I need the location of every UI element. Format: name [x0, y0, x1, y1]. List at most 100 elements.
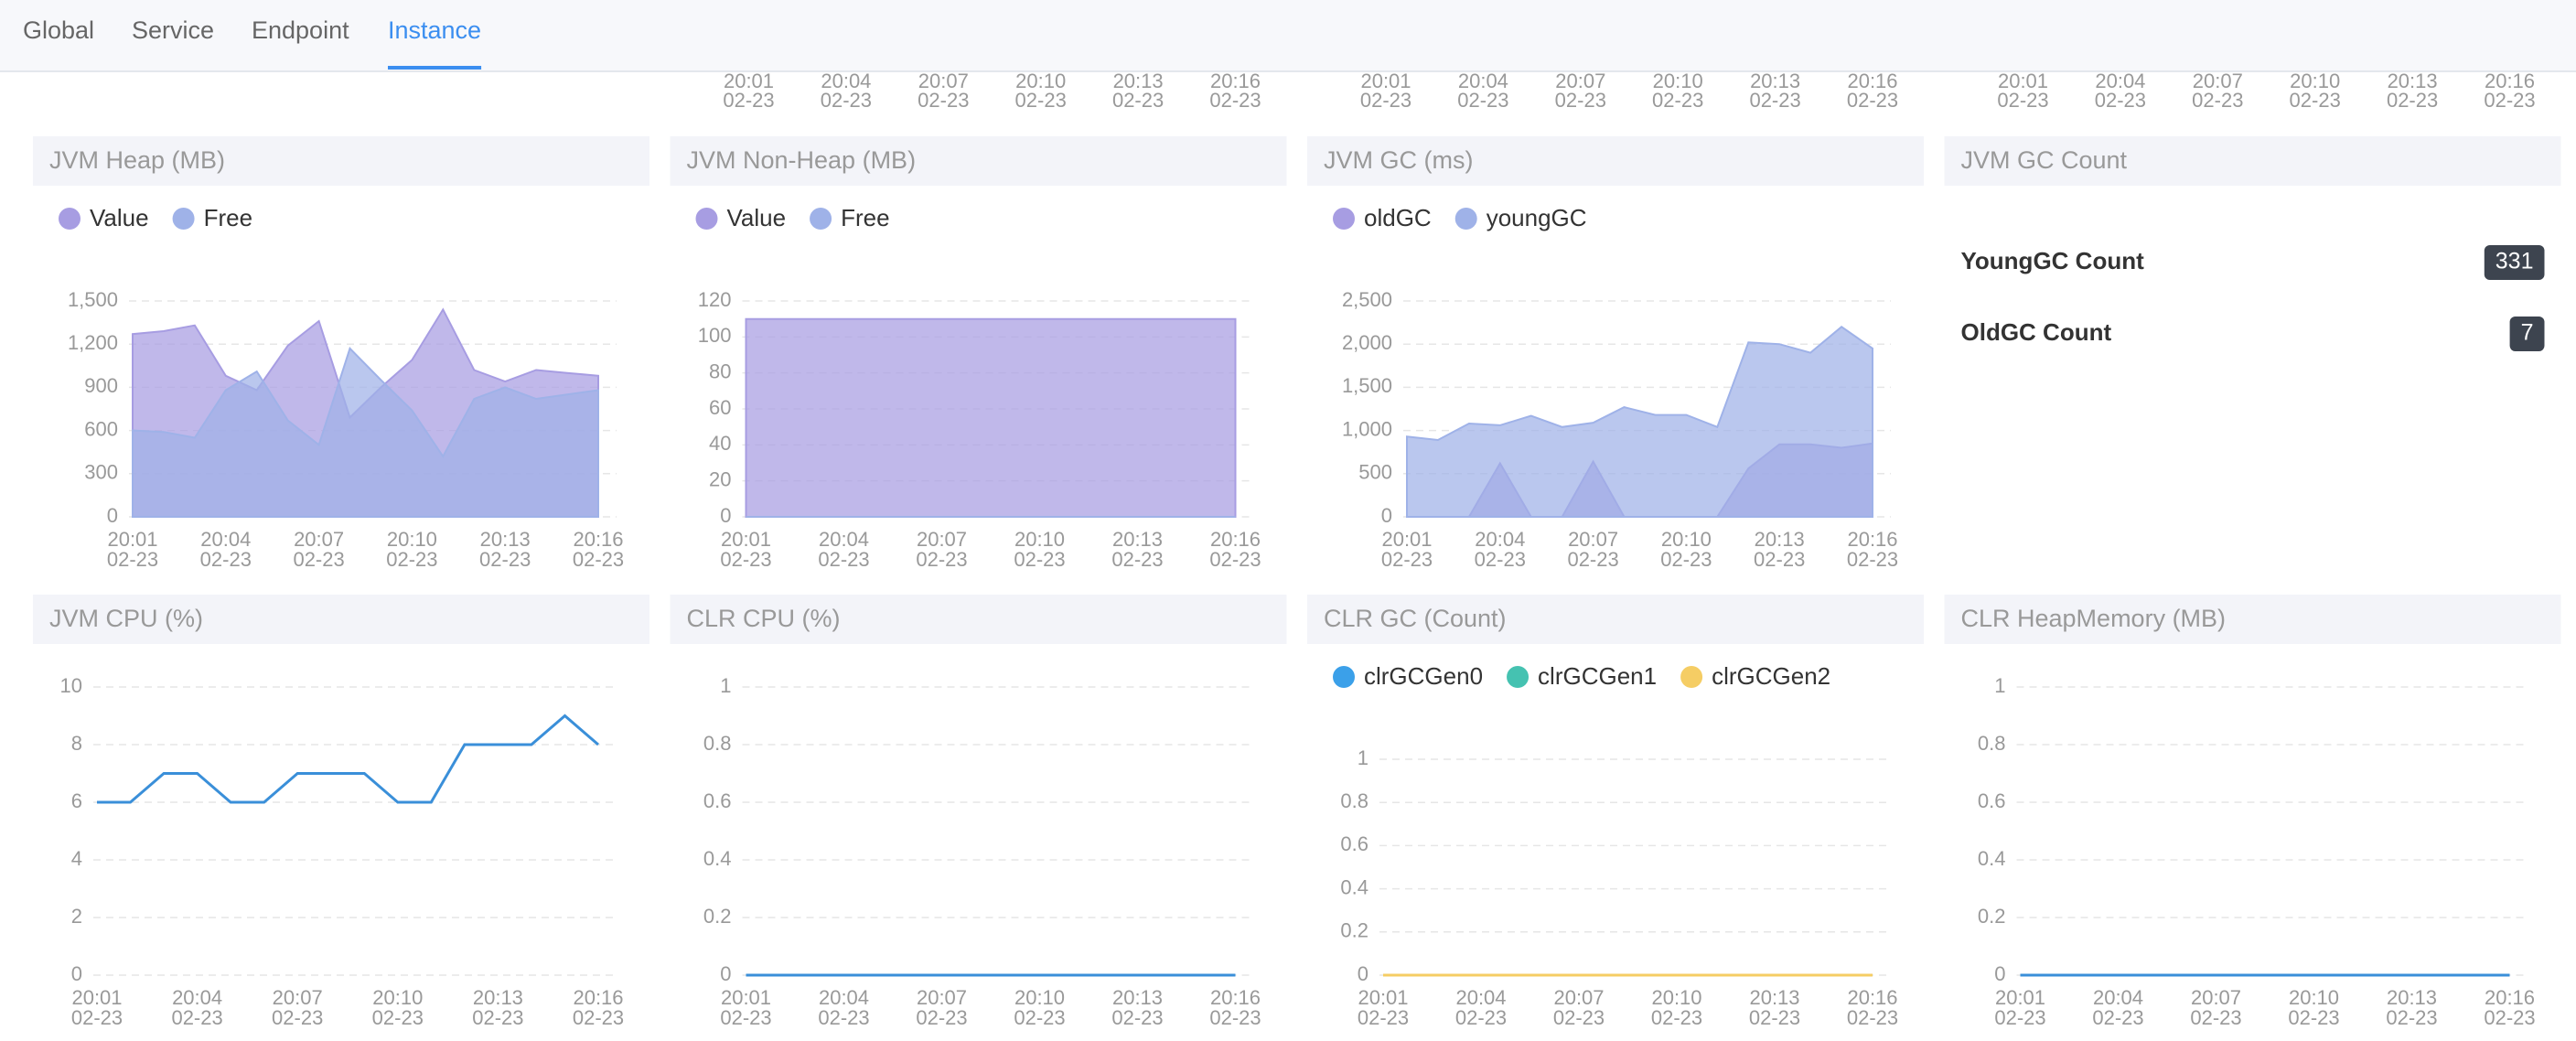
stat-label: YoungGC Count: [1961, 247, 2145, 274]
x-tick-label: 02-23: [723, 89, 774, 112]
y-tick-label: 20: [709, 467, 731, 490]
x-tick-label: 20:10: [372, 986, 423, 1009]
y-tick-label: 0.6: [1340, 832, 1368, 855]
panel-title: JVM CPU (%): [49, 605, 203, 632]
x-tick-label: 20:04: [2093, 986, 2143, 1009]
legend-marker[interactable]: [59, 208, 80, 230]
x-tick-label: 20:04: [821, 70, 871, 92]
x-tick-label: 02-23: [1994, 1006, 2045, 1029]
x-tick-label: 02-23: [171, 1006, 222, 1029]
legend-label[interactable]: oldGC: [1364, 204, 1432, 231]
x-tick-label: 02-23: [1847, 89, 1898, 112]
panel-title: JVM GC (ms): [1324, 146, 1473, 174]
x-tick-label: 20:16: [1210, 70, 1261, 92]
x-tick-label: 20:13: [1112, 528, 1163, 551]
x-tick-label: 20:13: [2388, 70, 2438, 92]
x-tick-label: 02-23: [573, 1006, 624, 1029]
x-tick-label: 20:01: [1998, 70, 2048, 92]
x-tick-label: 20:10: [1661, 528, 1712, 551]
legend-label[interactable]: Value: [727, 204, 787, 231]
y-tick-label: 4: [71, 847, 82, 870]
y-tick-label: 1: [1358, 746, 1368, 769]
y-tick-label: 0: [1358, 962, 1368, 985]
tab-bar: [0, 0, 2576, 71]
x-tick-label: 02-23: [1358, 1006, 1409, 1029]
legend-label[interactable]: clrGCGen2: [1712, 662, 1830, 690]
stat-value: 7: [2521, 320, 2534, 346]
x-tick-label: 02-23: [1457, 89, 1508, 112]
y-tick-label: 120: [698, 288, 732, 311]
legend-marker[interactable]: [695, 208, 718, 230]
legend-label[interactable]: youngGC: [1487, 204, 1587, 231]
legend-marker[interactable]: [1454, 208, 1477, 230]
legend-label[interactable]: Free: [841, 204, 889, 231]
x-tick-label: 20:07: [294, 528, 344, 551]
x-tick-label: 20:01: [1360, 70, 1411, 92]
stat-label: OldGC Count: [1961, 318, 2112, 346]
legend-marker[interactable]: [1333, 666, 1355, 688]
y-tick-label: 2: [71, 905, 82, 928]
y-tick-label: 8: [71, 732, 82, 755]
x-tick-label: 20:01: [721, 986, 771, 1009]
x-tick-label: 02-23: [1015, 89, 1067, 112]
legend-label[interactable]: clrGCGen0: [1364, 662, 1483, 690]
legend-marker[interactable]: [1680, 666, 1703, 688]
area: [745, 317, 1237, 518]
x-tick-label: 02-23: [1209, 548, 1261, 571]
x-tick-label: 20:13: [1755, 528, 1805, 551]
x-tick-label: 02-23: [200, 548, 252, 571]
legend-label[interactable]: Value: [90, 204, 149, 231]
x-tick-label: 02-23: [71, 1006, 123, 1029]
y-tick-label: 300: [84, 461, 118, 484]
x-tick-label: 02-23: [1651, 1006, 1702, 1029]
y-tick-label: 1,500: [1342, 374, 1392, 397]
y-tick-label: 0: [71, 962, 82, 985]
x-tick-label: 20:10: [1653, 70, 1703, 92]
x-tick-label: 02-23: [386, 548, 437, 571]
x-tick-label: 02-23: [272, 1006, 323, 1029]
x-tick-label: 02-23: [472, 1006, 523, 1029]
x-tick-label: 02-23: [1754, 548, 1805, 571]
y-tick-label: 0: [1381, 504, 1392, 527]
tab[interactable]: Endpoint: [252, 16, 349, 44]
y-tick-label: 2,000: [1342, 331, 1392, 354]
x-tick-label: 02-23: [821, 89, 872, 112]
x-tick-label: 20:04: [1458, 70, 1508, 92]
x-tick-label: 20:10: [2289, 986, 2339, 1009]
x-tick-label: 02-23: [1112, 89, 1164, 112]
tab[interactable]: Service: [132, 16, 214, 44]
tab[interactable]: Instance: [388, 16, 481, 44]
x-tick-label: 20:10: [1014, 528, 1065, 551]
panel-header: [1307, 136, 1924, 186]
x-tick-label: 02-23: [720, 548, 771, 571]
panel-header: [1944, 595, 2561, 644]
x-tick-label: 20:07: [1553, 986, 1604, 1009]
legend-marker[interactable]: [810, 208, 832, 230]
x-tick-label: 20:07: [2193, 70, 2243, 92]
y-tick-label: 500: [1358, 461, 1392, 484]
x-tick-label: 20:16: [573, 528, 623, 551]
panel-title: CLR HeapMemory (MB): [1961, 605, 2227, 632]
x-tick-label: 20:01: [107, 528, 157, 551]
x-tick-label: 02-23: [2484, 1006, 2535, 1029]
x-tick-label: 02-23: [2484, 89, 2535, 112]
x-tick-label: 02-23: [1014, 548, 1065, 571]
legend-marker[interactable]: [172, 208, 195, 230]
y-tick-label: 1,500: [68, 288, 118, 311]
legend-label[interactable]: clrGCGen1: [1538, 662, 1657, 690]
x-tick-label: 20:01: [1381, 528, 1432, 551]
legend-label[interactable]: Free: [204, 204, 252, 231]
y-tick-label: 900: [84, 374, 118, 397]
x-tick-label: 20:10: [2290, 70, 2340, 92]
y-tick-label: 0.6: [703, 789, 732, 812]
x-tick-label: 02-23: [293, 548, 344, 571]
x-tick-label: 02-23: [2387, 89, 2438, 112]
x-tick-label: 20:04: [819, 528, 869, 551]
legend-marker[interactable]: [1507, 666, 1530, 688]
x-tick-label: 20:16: [1210, 986, 1261, 1009]
x-tick-label: 20:13: [480, 528, 531, 551]
x-tick-label: 20:13: [473, 986, 523, 1009]
x-tick-label: 20:07: [2191, 986, 2241, 1009]
legend-marker[interactable]: [1333, 208, 1355, 230]
tab[interactable]: Global: [23, 16, 94, 44]
